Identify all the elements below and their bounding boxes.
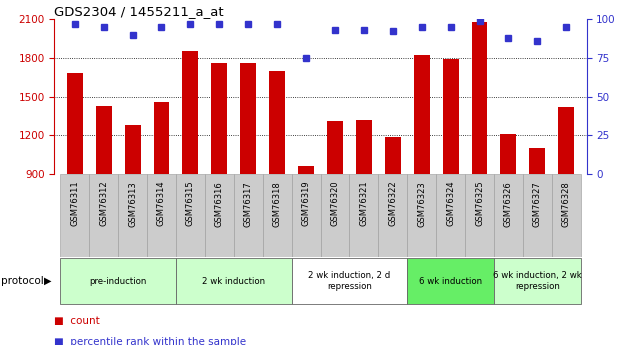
Bar [472, 22, 488, 290]
Bar [413, 55, 429, 290]
Text: GSM76312: GSM76312 [99, 181, 108, 226]
Text: 6 wk induction, 2 wk
repression: 6 wk induction, 2 wk repression [493, 272, 582, 291]
Text: GDS2304 / 1455211_a_at: GDS2304 / 1455211_a_at [54, 5, 224, 18]
Text: GSM76322: GSM76322 [388, 181, 397, 226]
Text: GSM76323: GSM76323 [417, 181, 426, 227]
FancyBboxPatch shape [436, 174, 465, 257]
FancyBboxPatch shape [60, 258, 176, 304]
Text: GSM76320: GSM76320 [331, 181, 340, 226]
FancyBboxPatch shape [378, 174, 407, 257]
FancyBboxPatch shape [494, 174, 523, 257]
FancyBboxPatch shape [176, 258, 292, 304]
Bar [558, 107, 574, 290]
Bar [96, 106, 112, 290]
FancyBboxPatch shape [205, 174, 234, 257]
Text: GSM76327: GSM76327 [533, 181, 542, 227]
Text: GSM76326: GSM76326 [504, 181, 513, 227]
Bar [67, 73, 83, 290]
FancyBboxPatch shape [349, 174, 378, 257]
Text: ■  percentile rank within the sample: ■ percentile rank within the sample [54, 337, 247, 345]
FancyBboxPatch shape [552, 174, 581, 257]
Text: GSM76319: GSM76319 [301, 181, 310, 226]
Bar [269, 71, 285, 290]
FancyBboxPatch shape [407, 258, 494, 304]
Bar [212, 63, 228, 290]
FancyBboxPatch shape [292, 258, 407, 304]
Text: GSM76325: GSM76325 [475, 181, 484, 226]
FancyBboxPatch shape [89, 174, 118, 257]
Bar [153, 102, 169, 290]
Text: pre-induction: pre-induction [89, 277, 147, 286]
Text: 6 wk induction: 6 wk induction [419, 277, 482, 286]
Text: 2 wk induction: 2 wk induction [202, 277, 265, 286]
Bar [240, 63, 256, 290]
Bar [501, 134, 517, 290]
Bar [183, 51, 198, 290]
FancyBboxPatch shape [60, 174, 89, 257]
FancyBboxPatch shape [234, 174, 263, 257]
Bar [356, 120, 372, 290]
FancyBboxPatch shape [147, 174, 176, 257]
Bar [385, 137, 401, 290]
FancyBboxPatch shape [465, 174, 494, 257]
Bar [124, 125, 140, 290]
FancyBboxPatch shape [176, 174, 205, 257]
Bar [298, 167, 314, 290]
Text: 2 wk induction, 2 d
repression: 2 wk induction, 2 d repression [308, 272, 390, 291]
FancyBboxPatch shape [118, 174, 147, 257]
Bar [327, 121, 343, 290]
FancyBboxPatch shape [494, 258, 581, 304]
Text: GSM76311: GSM76311 [71, 181, 79, 226]
Text: ▶: ▶ [44, 276, 51, 286]
Bar [443, 59, 458, 290]
Text: GSM76314: GSM76314 [157, 181, 166, 226]
FancyBboxPatch shape [263, 174, 292, 257]
Text: GSM76318: GSM76318 [272, 181, 281, 227]
Text: protocol: protocol [1, 276, 44, 286]
Text: GSM76328: GSM76328 [562, 181, 570, 227]
Text: ■  count: ■ count [54, 316, 100, 326]
Bar [529, 148, 545, 290]
FancyBboxPatch shape [523, 174, 552, 257]
FancyBboxPatch shape [292, 174, 320, 257]
Text: GSM76321: GSM76321 [360, 181, 369, 226]
Text: GSM76313: GSM76313 [128, 181, 137, 227]
Text: GSM76316: GSM76316 [215, 181, 224, 227]
Text: GSM76315: GSM76315 [186, 181, 195, 226]
FancyBboxPatch shape [407, 174, 436, 257]
Text: GSM76317: GSM76317 [244, 181, 253, 227]
FancyBboxPatch shape [320, 174, 349, 257]
Text: GSM76324: GSM76324 [446, 181, 455, 226]
